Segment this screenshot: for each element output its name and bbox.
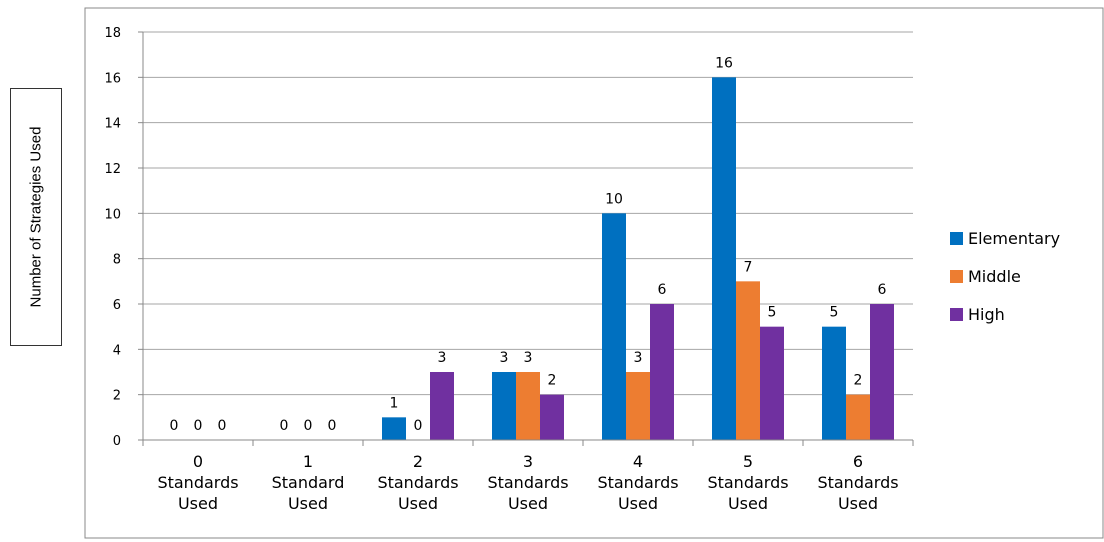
- data-label: 2: [548, 373, 557, 389]
- bar-middle: [736, 281, 760, 440]
- bars: [382, 77, 894, 440]
- x-category-label: Standard: [272, 473, 345, 492]
- y-axis-ticks: 0 2 4 6 8 10 12 14 16 18: [104, 26, 143, 449]
- data-label: 2: [854, 373, 863, 389]
- legend-swatch-elementary: [950, 232, 963, 245]
- data-label: 3: [634, 350, 643, 366]
- legend-label-high: High: [968, 305, 1005, 324]
- y-tick-label: 16: [104, 71, 121, 86]
- bar-high: [650, 304, 674, 440]
- x-category-label: Standards: [487, 473, 568, 492]
- data-label: 5: [768, 305, 777, 321]
- bar-elementary: [822, 326, 846, 440]
- bar-middle: [626, 372, 650, 440]
- data-label: 3: [500, 350, 509, 366]
- x-category-label: Used: [288, 494, 328, 513]
- data-label: 1: [390, 395, 399, 411]
- axes: [142, 32, 914, 446]
- legend: Elementary Middle High: [950, 229, 1060, 324]
- data-label: 0: [414, 418, 423, 434]
- bar-elementary: [492, 372, 516, 440]
- y-tick-label: 2: [113, 389, 121, 404]
- gridlines: [143, 31, 913, 396]
- data-label: 16: [715, 55, 733, 71]
- x-category-label: Used: [178, 494, 218, 513]
- data-label: 5: [830, 305, 839, 321]
- y-axis-label-box: Number of Strategies Used: [10, 88, 62, 346]
- bar-elementary: [602, 213, 626, 440]
- x-category-label: Standards: [377, 473, 458, 492]
- data-label: 6: [658, 282, 667, 298]
- data-label: 10: [605, 191, 623, 207]
- data-label: 0: [304, 418, 313, 434]
- data-label: 6: [878, 282, 887, 298]
- data-label: 0: [170, 418, 179, 434]
- data-label: 0: [194, 418, 203, 434]
- x-category-label: 3: [523, 452, 533, 471]
- bar-high: [540, 394, 564, 440]
- x-category-label: 4: [633, 452, 643, 471]
- y-tick-label: 10: [104, 207, 121, 222]
- y-tick-label: 14: [104, 117, 121, 132]
- data-label: 3: [524, 350, 533, 366]
- y-tick-label: 8: [113, 253, 121, 268]
- y-tick-label: 12: [104, 162, 121, 177]
- bar-high: [760, 326, 784, 440]
- data-label: 0: [280, 418, 289, 434]
- data-label: 0: [218, 418, 227, 434]
- legend-label-middle: Middle: [968, 267, 1021, 286]
- chart-frame: [84, 7, 1104, 539]
- bar-elementary: [382, 417, 406, 440]
- legend-label-elementary: Elementary: [968, 229, 1060, 248]
- x-category-label: 0: [193, 452, 203, 471]
- legend-swatch-middle: [950, 270, 963, 283]
- y-tick-label: 18: [104, 26, 121, 41]
- y-tick-label: 6: [113, 298, 121, 313]
- bar-elementary: [712, 77, 736, 440]
- x-category-label: Used: [838, 494, 878, 513]
- data-label: 0: [328, 418, 337, 434]
- legend-swatch-high: [950, 308, 963, 321]
- bar-middle: [846, 394, 870, 440]
- x-category-label: Standards: [157, 473, 238, 492]
- x-axis-categories: 0 Standards Used 1 Standard Used 2 Standards Use…: [157, 452, 898, 513]
- data-label: 7: [744, 259, 753, 275]
- bar-high: [430, 372, 454, 440]
- x-category-label: 5: [743, 452, 753, 471]
- x-category-label: Used: [398, 494, 438, 513]
- x-category-label: Standards: [707, 473, 788, 492]
- x-category-label: Used: [618, 494, 658, 513]
- x-category-label: 6: [853, 452, 863, 471]
- bar-high: [870, 304, 894, 440]
- x-category-label: Used: [728, 494, 768, 513]
- x-category-label: Standards: [817, 473, 898, 492]
- x-category-label: Used: [508, 494, 548, 513]
- y-tick-label: 0: [113, 434, 121, 449]
- bar-middle: [516, 372, 540, 440]
- x-category-label: Standards: [597, 473, 678, 492]
- x-category-label: 2: [413, 452, 423, 471]
- y-tick-label: 4: [113, 343, 121, 358]
- x-category-label: 1: [303, 452, 313, 471]
- data-label: 3: [438, 350, 447, 366]
